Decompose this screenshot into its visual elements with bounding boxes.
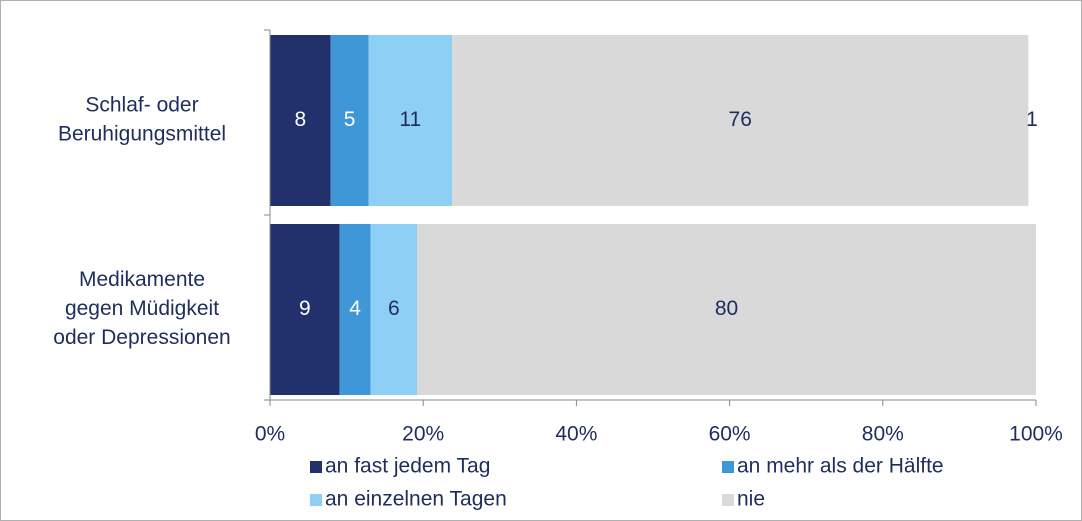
bar-segment (330, 35, 369, 206)
legend-swatch (310, 494, 322, 506)
bar-segment (452, 35, 1029, 206)
legend-swatch (722, 494, 734, 506)
legend-swatch (310, 461, 322, 473)
category-label: Medikamente (79, 268, 205, 291)
legend-label: nie (737, 488, 765, 511)
x-tick-label: 100% (1009, 423, 1063, 446)
bar-segment (270, 35, 331, 206)
legend-swatch (722, 461, 734, 473)
category-label: Beruhigungsmittel (58, 123, 226, 146)
data-label: 76 (729, 108, 752, 131)
category-label: Schlaf- oder (85, 94, 198, 117)
data-label: 80 (715, 297, 738, 320)
legend-label: an einzelnen Tagen (325, 488, 507, 511)
x-tick-label: 60% (709, 423, 751, 446)
category-label: oder Depressionen (53, 326, 230, 349)
x-tick-label: 0% (255, 423, 285, 446)
bar-segment (339, 224, 371, 395)
bar-segment (270, 224, 340, 395)
x-tick-label: 80% (862, 423, 904, 446)
data-label: 8 (294, 108, 306, 131)
data-label: 6 (388, 297, 400, 320)
data-label: 9 (299, 297, 311, 320)
data-label: 1 (1026, 108, 1038, 131)
data-label: 11 (399, 108, 421, 131)
category-label: gegen Müdigkeit (65, 297, 219, 320)
legend-label: an fast jedem Tag (325, 455, 490, 478)
bar-segment (368, 35, 453, 206)
bar-segment (417, 224, 1036, 395)
data-label: 4 (349, 297, 361, 320)
x-tick-label: 40% (555, 423, 597, 446)
data-label: 5 (344, 108, 356, 131)
bar-segment (1028, 35, 1036, 206)
bar-segment (370, 224, 418, 395)
x-tick-label: 20% (402, 423, 444, 446)
legend-label: an mehr als der Hälfte (737, 455, 944, 478)
